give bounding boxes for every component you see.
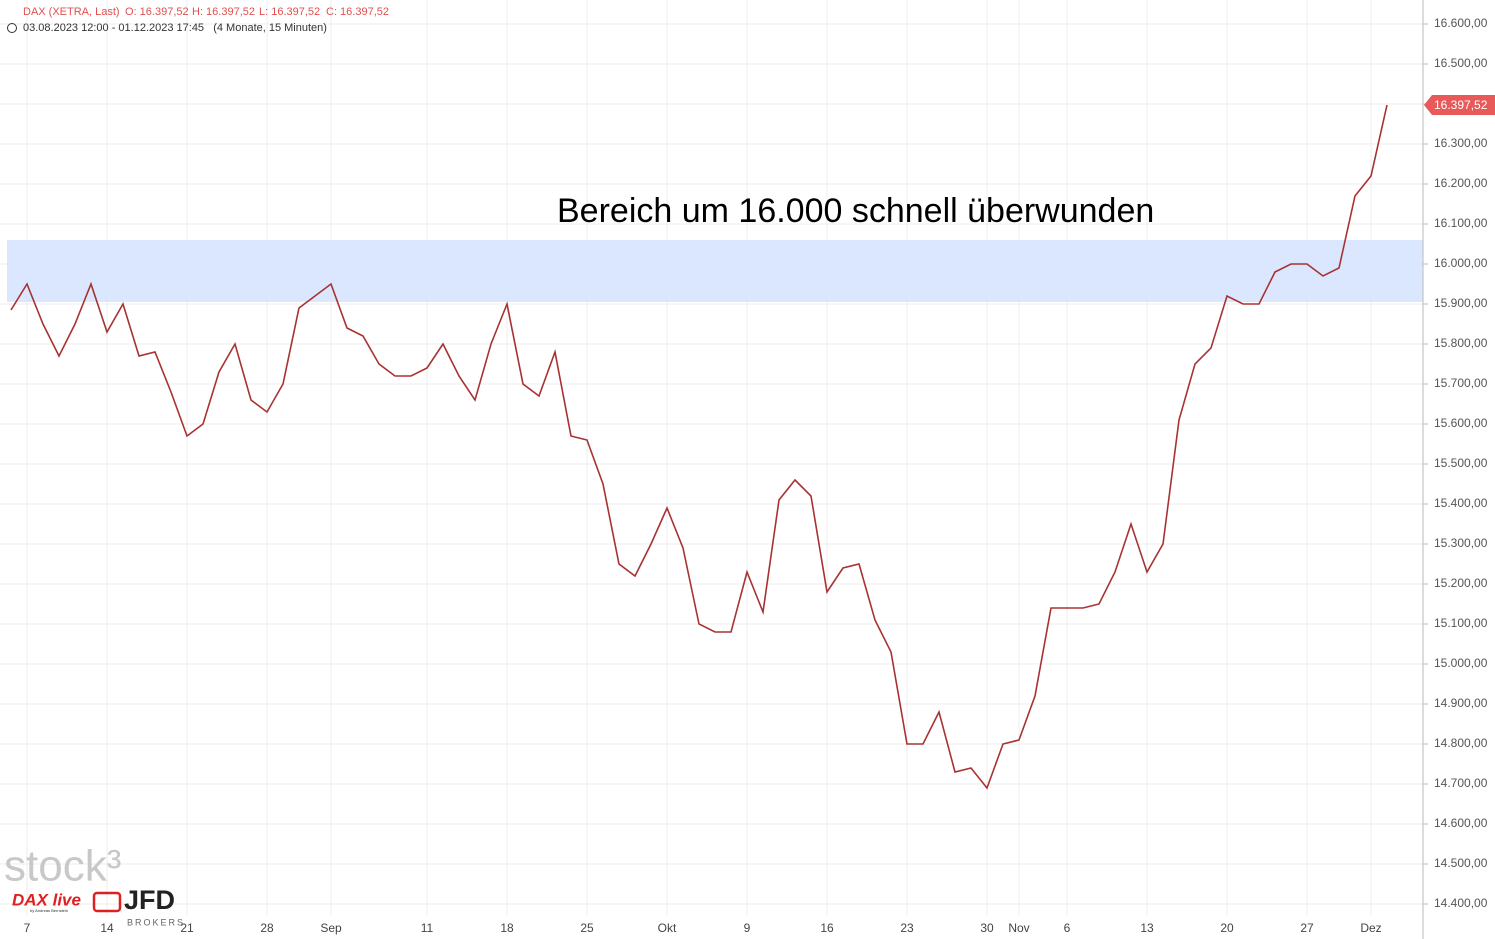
x-tick-label: 14 [100,921,114,935]
clock-icon [7,23,17,33]
y-tick-label: 15.400,00 [1434,496,1488,510]
grid [0,0,1423,915]
y-tick-label: 15.500,00 [1434,456,1488,470]
last-price-tag [1424,94,1495,115]
x-tick-label: 18 [500,921,514,935]
ohlc-value: H: 16.397,52 [192,6,255,18]
y-tick-label: 16.600,00 [1434,16,1488,30]
y-tick-label: 14.900,00 [1434,696,1488,710]
x-tick-label: 25 [580,921,594,935]
x-tick-label: Sep [320,921,342,935]
x-tick-label: 23 [900,921,914,935]
play-icon [92,891,122,913]
y-tick-label: 15.300,00 [1434,536,1488,550]
brand-brokers: BROKERS [127,917,185,927]
last-price-label: 16.397,52 [1434,98,1488,112]
y-tick-label: 15.100,00 [1434,616,1488,630]
x-tick-label: Nov [1008,921,1029,935]
plot [7,104,1423,790]
x-tick-label: 11 [421,921,434,935]
y-tick-label: 16.200,00 [1434,176,1488,190]
y-tick-label: 15.700,00 [1434,376,1488,390]
y-tick-label: 16.000,00 [1434,256,1488,270]
brand-by: by Andreas Bernstein [30,908,68,913]
y-tick-label: 16.100,00 [1434,216,1488,230]
price-line [10,104,1388,790]
ohlc-value: O: 16.397,52 [125,6,189,18]
x-tick-label: 27 [1300,921,1314,935]
y-tick-label: 16.500,00 [1434,56,1488,70]
y-tick-label: 14.500,00 [1434,856,1488,870]
y-tick-label: 15.600,00 [1434,416,1488,430]
brand-dax-live: DAX live [12,890,81,909]
y-tick-label: 15.000,00 [1434,656,1488,670]
y-tick-label: 14.800,00 [1434,736,1488,750]
annotation: Bereich um 16.000 schnell überwunden [557,192,1154,230]
watermark: stock³ [4,842,121,891]
x-tick-label: Okt [658,921,677,935]
x-tick-label: 20 [1220,921,1234,935]
y-tick-label: 15.900,00 [1434,296,1488,310]
y-tick-label: 14.400,00 [1434,896,1488,910]
ohlc-value: C: 16.397,52 [326,6,389,18]
y-tick-label: 15.800,00 [1434,336,1488,350]
chart-title: DAX (XETRA, Last) [23,6,120,18]
ohlc-value: L: 16.397,52 [259,6,320,18]
y-tick-label: 14.600,00 [1434,816,1488,830]
zone [7,240,1423,302]
x-tick-label: 9 [744,921,751,935]
ohlc: O: 16.397,52 H: 16.397,52 L: 16.397,52 C: 1… [125,6,389,18]
x-tick-label: 13 [1140,921,1154,935]
y-tick-label: 16.300,00 [1434,136,1488,150]
brand-jfd: JFD [124,885,175,915]
subtitle: 03.08.2023 12:00 - 01.12.2023 17:45 (4 M… [23,22,327,34]
x-tick-label: 28 [260,921,274,935]
y-tick-label: 15.200,00 [1434,576,1488,590]
x-tick-label: Dez [1360,921,1381,935]
y-tick-label: 14.700,00 [1434,776,1488,790]
x-tick-label: 6 [1064,921,1071,935]
x-tick-label: 21 [180,921,194,935]
x-tick-label: 16 [820,921,834,935]
x-tick-label: 7 [24,921,31,935]
x-tick-label: 30 [980,921,994,935]
